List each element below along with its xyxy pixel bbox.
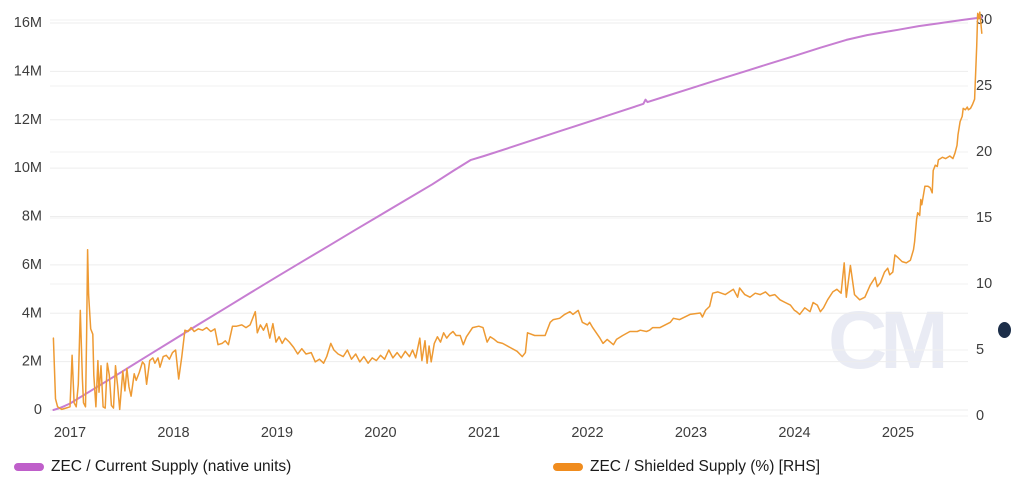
legend-label-current-supply: ZEC / Current Supply (native units) (51, 458, 292, 475)
x-axis-year-label: 2017 (54, 425, 86, 441)
right-axis-tick-label: 0 (976, 408, 984, 424)
legend-label-shielded-supply: ZEC / Shielded Supply (%) [RHS] (590, 458, 821, 475)
left-axis-tick-label: 0 (34, 402, 42, 418)
x-axis-year-label: 2019 (261, 425, 293, 441)
left-axis-tick-label: 14M (14, 63, 42, 79)
left-axis-tick-label: 6M (22, 257, 42, 273)
x-axis-year-label: 2023 (675, 425, 707, 441)
right-axis-tick-label: 5 (976, 342, 984, 358)
chart-area: CM 16M 14M 12M 10M 8M 6M 4M 2M 0 30 25 20 15 10 5 0 2017… (0, 0, 1024, 450)
current-supply-line[interactable] (52, 16, 983, 411)
legend-item-shielded-supply[interactable]: ZEC / Shielded Supply (%) [RHS] (553, 456, 820, 478)
x-axis-year-label: 2022 (571, 425, 603, 441)
shielded-supply-line[interactable] (52, 11, 983, 411)
current-supply-swatch (14, 463, 44, 471)
shielded-supply-swatch (553, 463, 583, 471)
navy-dot-marker (998, 322, 1011, 338)
left-axis-tick-label: 8M (22, 209, 42, 225)
right-axis-tick-label: 25 (976, 78, 992, 94)
x-axis-year-label: 2021 (468, 425, 500, 441)
legend-item-current-supply[interactable]: ZEC / Current Supply (native units) (14, 456, 291, 478)
left-axis-tick-label: 2M (22, 354, 42, 370)
x-axis-year-label: 2024 (778, 425, 810, 441)
left-axis-tick-label: 4M (22, 305, 42, 321)
left-axis-tick-label: 12M (14, 112, 42, 128)
chart-legend: ZEC / Current Supply (native units) ZEC … (0, 454, 1024, 482)
right-axis-tick-label: 15 (976, 210, 992, 226)
left-axis-tick-label: 16M (14, 15, 42, 31)
right-axis-tick-label: 20 (976, 144, 992, 160)
x-axis-year-label: 2020 (364, 425, 396, 441)
x-axis-year-label: 2025 (882, 425, 914, 441)
x-axis-year-label: 2018 (157, 425, 189, 441)
right-axis-tick-label: 10 (976, 276, 992, 292)
left-axis-tick-label: 10M (14, 160, 42, 176)
